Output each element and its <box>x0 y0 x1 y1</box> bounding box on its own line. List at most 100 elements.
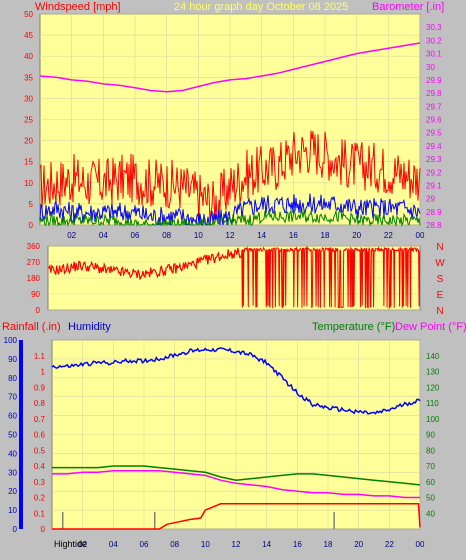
barometer-tick-label: 30.2 <box>426 36 442 45</box>
wind-x-tick-label: 08 <box>162 231 171 240</box>
direction-tick-label: 270 <box>27 258 41 267</box>
barometer-label: Barometer [.in] <box>372 1 444 13</box>
barometer-tick-label: 28.9 <box>426 208 442 217</box>
humidity-tick-label: 0 <box>13 525 18 534</box>
rain-x-tick-label: 14 <box>262 540 271 549</box>
temperature-tick-label: 90 <box>426 431 435 440</box>
rain-tick-label: 0.5 <box>34 446 46 455</box>
barometer-tick-label: 29.3 <box>426 155 442 164</box>
compass-letter: S <box>437 274 444 285</box>
temperature-tick-label: 40 <box>426 509 435 518</box>
barometer-tick-label: 30.3 <box>426 23 442 32</box>
rain-x-tick-label: 10 <box>201 540 210 549</box>
barometer-tick-label: 29.7 <box>426 102 442 111</box>
barometer-tick-label: 29.5 <box>426 129 442 138</box>
rain-line <box>52 503 421 530</box>
temp-line <box>52 465 421 486</box>
rain-tick-label: 1 <box>41 368 46 377</box>
temperature-tick-label: 120 <box>426 383 440 392</box>
wind-barometer-grid <box>40 13 421 226</box>
rain-tick-label: 0.1 <box>34 509 46 518</box>
windspeed-tick-label: 50 <box>24 10 33 19</box>
wind-x-tick-label: 02 <box>67 231 76 240</box>
hightide-label: Hightide <box>54 539 87 549</box>
wind-barometer-series <box>39 42 421 227</box>
direction-tick-label: 360 <box>27 242 41 251</box>
temperature-tick-label: 100 <box>426 415 440 424</box>
graph-date-title: 24 hour graph day October 08 2025 <box>174 1 348 13</box>
temp-line <box>52 469 420 499</box>
wind-gust-line <box>39 130 421 226</box>
rain-tick-label: 0.3 <box>34 478 46 487</box>
direction-tick-label: 180 <box>27 274 41 283</box>
wind-direction-axis: 0 90 180 270 360 <box>27 242 41 315</box>
rain-x-tick-label: 02 <box>78 540 87 549</box>
wind-x-tick-label: 14 <box>257 231 266 240</box>
temperature-tick-label: 50 <box>426 494 435 503</box>
barometer-tick-label: 29.9 <box>426 76 442 85</box>
wind-x-tick-label: 16 <box>289 231 298 240</box>
temperature-tick-label: 60 <box>426 478 435 487</box>
wind-direction-series <box>47 245 421 310</box>
barometer-tick-label: 29.2 <box>426 168 442 177</box>
humidity-tick-label: 100 <box>4 336 18 345</box>
direction-tick-label: 90 <box>31 290 40 299</box>
wind-direction-grid <box>48 245 420 311</box>
rain-x-tick-label: 12 <box>232 540 241 549</box>
windspeed-tick-label: 5 <box>29 200 34 209</box>
barometer-tick-label: 29 <box>426 195 435 204</box>
wind-x-tick-label: 18 <box>321 231 330 240</box>
barometer-tick-label: 30 <box>426 63 435 72</box>
rain-x-tick-label: 08 <box>170 540 179 549</box>
temperature-label: Temperature (°F) <box>312 321 395 333</box>
compass-letter: N <box>436 306 443 317</box>
barometer-tick-label: 28.8 <box>426 221 442 230</box>
temperature-tick-label: 110 <box>426 399 439 408</box>
direction-tick-label: 0 <box>36 306 41 315</box>
rain-x-tick-label: 16 <box>293 540 302 549</box>
compass-letter: N <box>436 242 443 253</box>
rain-humidity-series <box>51 347 421 530</box>
wind-x-tick-label: 12 <box>226 231 235 240</box>
rain-axis: 0 0.1 0.2 0.3 0.4 0.5 0.6 0.7 0.8 0.9 1 1.1 <box>34 352 46 534</box>
windspeed-label: Windspeed [mph] <box>35 1 121 13</box>
windspeed-tick-label: 15 <box>24 158 33 167</box>
rainfall-label: Rainfall (.in) <box>2 321 61 333</box>
barometer-line <box>39 42 421 93</box>
rain-x-tick-label: 00 <box>416 540 425 549</box>
wind-x-tick-label: 06 <box>131 231 140 240</box>
rain-tick-label: 1.1 <box>34 352 46 361</box>
wind-x-tick-label: 10 <box>194 231 203 240</box>
humidity-line <box>51 347 421 415</box>
humidity-tick-label: 30 <box>8 468 17 477</box>
rain-tick-label: 0.8 <box>34 399 46 408</box>
rain-tick-label: 0 <box>41 525 46 534</box>
wind-x-tick-label: 22 <box>384 231 393 240</box>
temperature-tick-label: 130 <box>426 368 440 377</box>
rain-x-axis: 02 04 06 08 10 12 14 16 18 20 22 00 <box>78 540 425 549</box>
windspeed-tick-label: 40 <box>24 52 33 61</box>
humidity-tick-label: 50 <box>8 431 17 440</box>
humidity-axis: 0 10 20 30 40 50 60 70 80 90 100 <box>4 336 23 534</box>
dewpoint-label: Dew Point (°F) <box>395 321 466 333</box>
rain-tick-label: 0.2 <box>34 494 46 503</box>
barometer-tick-label: 29.4 <box>426 142 442 151</box>
windspeed-tick-label: 0 <box>29 221 34 230</box>
rain-x-tick-label: 22 <box>385 540 394 549</box>
barometer-tick-label: 30.1 <box>426 50 442 59</box>
wind-direction-line <box>47 247 243 280</box>
rain-x-tick-label: 04 <box>109 540 118 549</box>
windspeed-axis: 0 5 10 15 20 25 30 35 40 45 50 <box>24 10 33 230</box>
temperature-tick-label: 80 <box>426 446 435 455</box>
barometer-tick-label: 29.1 <box>426 181 442 190</box>
windspeed-tick-label: 10 <box>24 179 33 188</box>
temperature-tick-label: 140 <box>426 352 440 361</box>
humidity-scale-bar <box>19 340 23 529</box>
wind-x-tick-label: 20 <box>352 231 361 240</box>
windspeed-tick-label: 25 <box>24 116 33 125</box>
humidity-tick-label: 80 <box>8 374 17 383</box>
temperature-axis: 40 50 60 70 80 90 100 110 120 130 140 <box>426 352 440 519</box>
humidity-label: Humidity <box>68 321 111 333</box>
